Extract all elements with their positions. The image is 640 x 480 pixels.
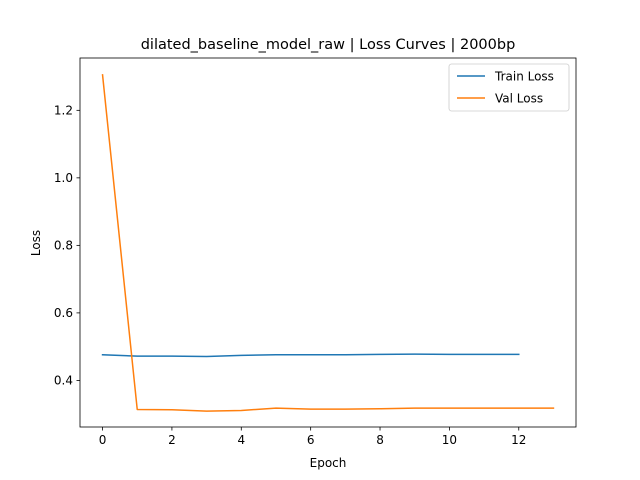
y-tick-label: 0.6 (54, 306, 73, 320)
chart-title: dilated_baseline_model_raw | Loss Curves… (141, 37, 516, 53)
y-tick-label: 1.2 (54, 104, 73, 118)
x-axis-ticks: 0 2 4 6 8 10 12 (99, 427, 526, 447)
legend: Train Loss Val Loss (448, 63, 570, 112)
x-tick-label: 0 (99, 433, 107, 447)
legend-label: Val Loss (495, 91, 543, 105)
series-layer (101, 74, 555, 412)
y-tick-label: 1.0 (54, 171, 73, 185)
y-axis-label: Loss (29, 230, 43, 256)
plot-frame (79, 57, 577, 428)
series-line-2 (101, 74, 555, 412)
y-tick-label: 0.4 (54, 374, 73, 388)
series-line-1 (101, 353, 520, 358)
y-axis-ticks: 0.4 0.6 0.8 1.0 1.2 (54, 104, 80, 388)
x-tick-label: 4 (237, 433, 245, 447)
x-tick-label: 10 (442, 433, 457, 447)
legend-label: Train Loss (494, 69, 554, 83)
x-tick-label: 8 (376, 433, 384, 447)
y-tick-label: 0.8 (54, 239, 73, 253)
x-tick-label: 2 (168, 433, 176, 447)
x-axis-label: Epoch (310, 456, 347, 470)
x-tick-label: 12 (511, 433, 526, 447)
x-tick-label: 6 (307, 433, 315, 447)
